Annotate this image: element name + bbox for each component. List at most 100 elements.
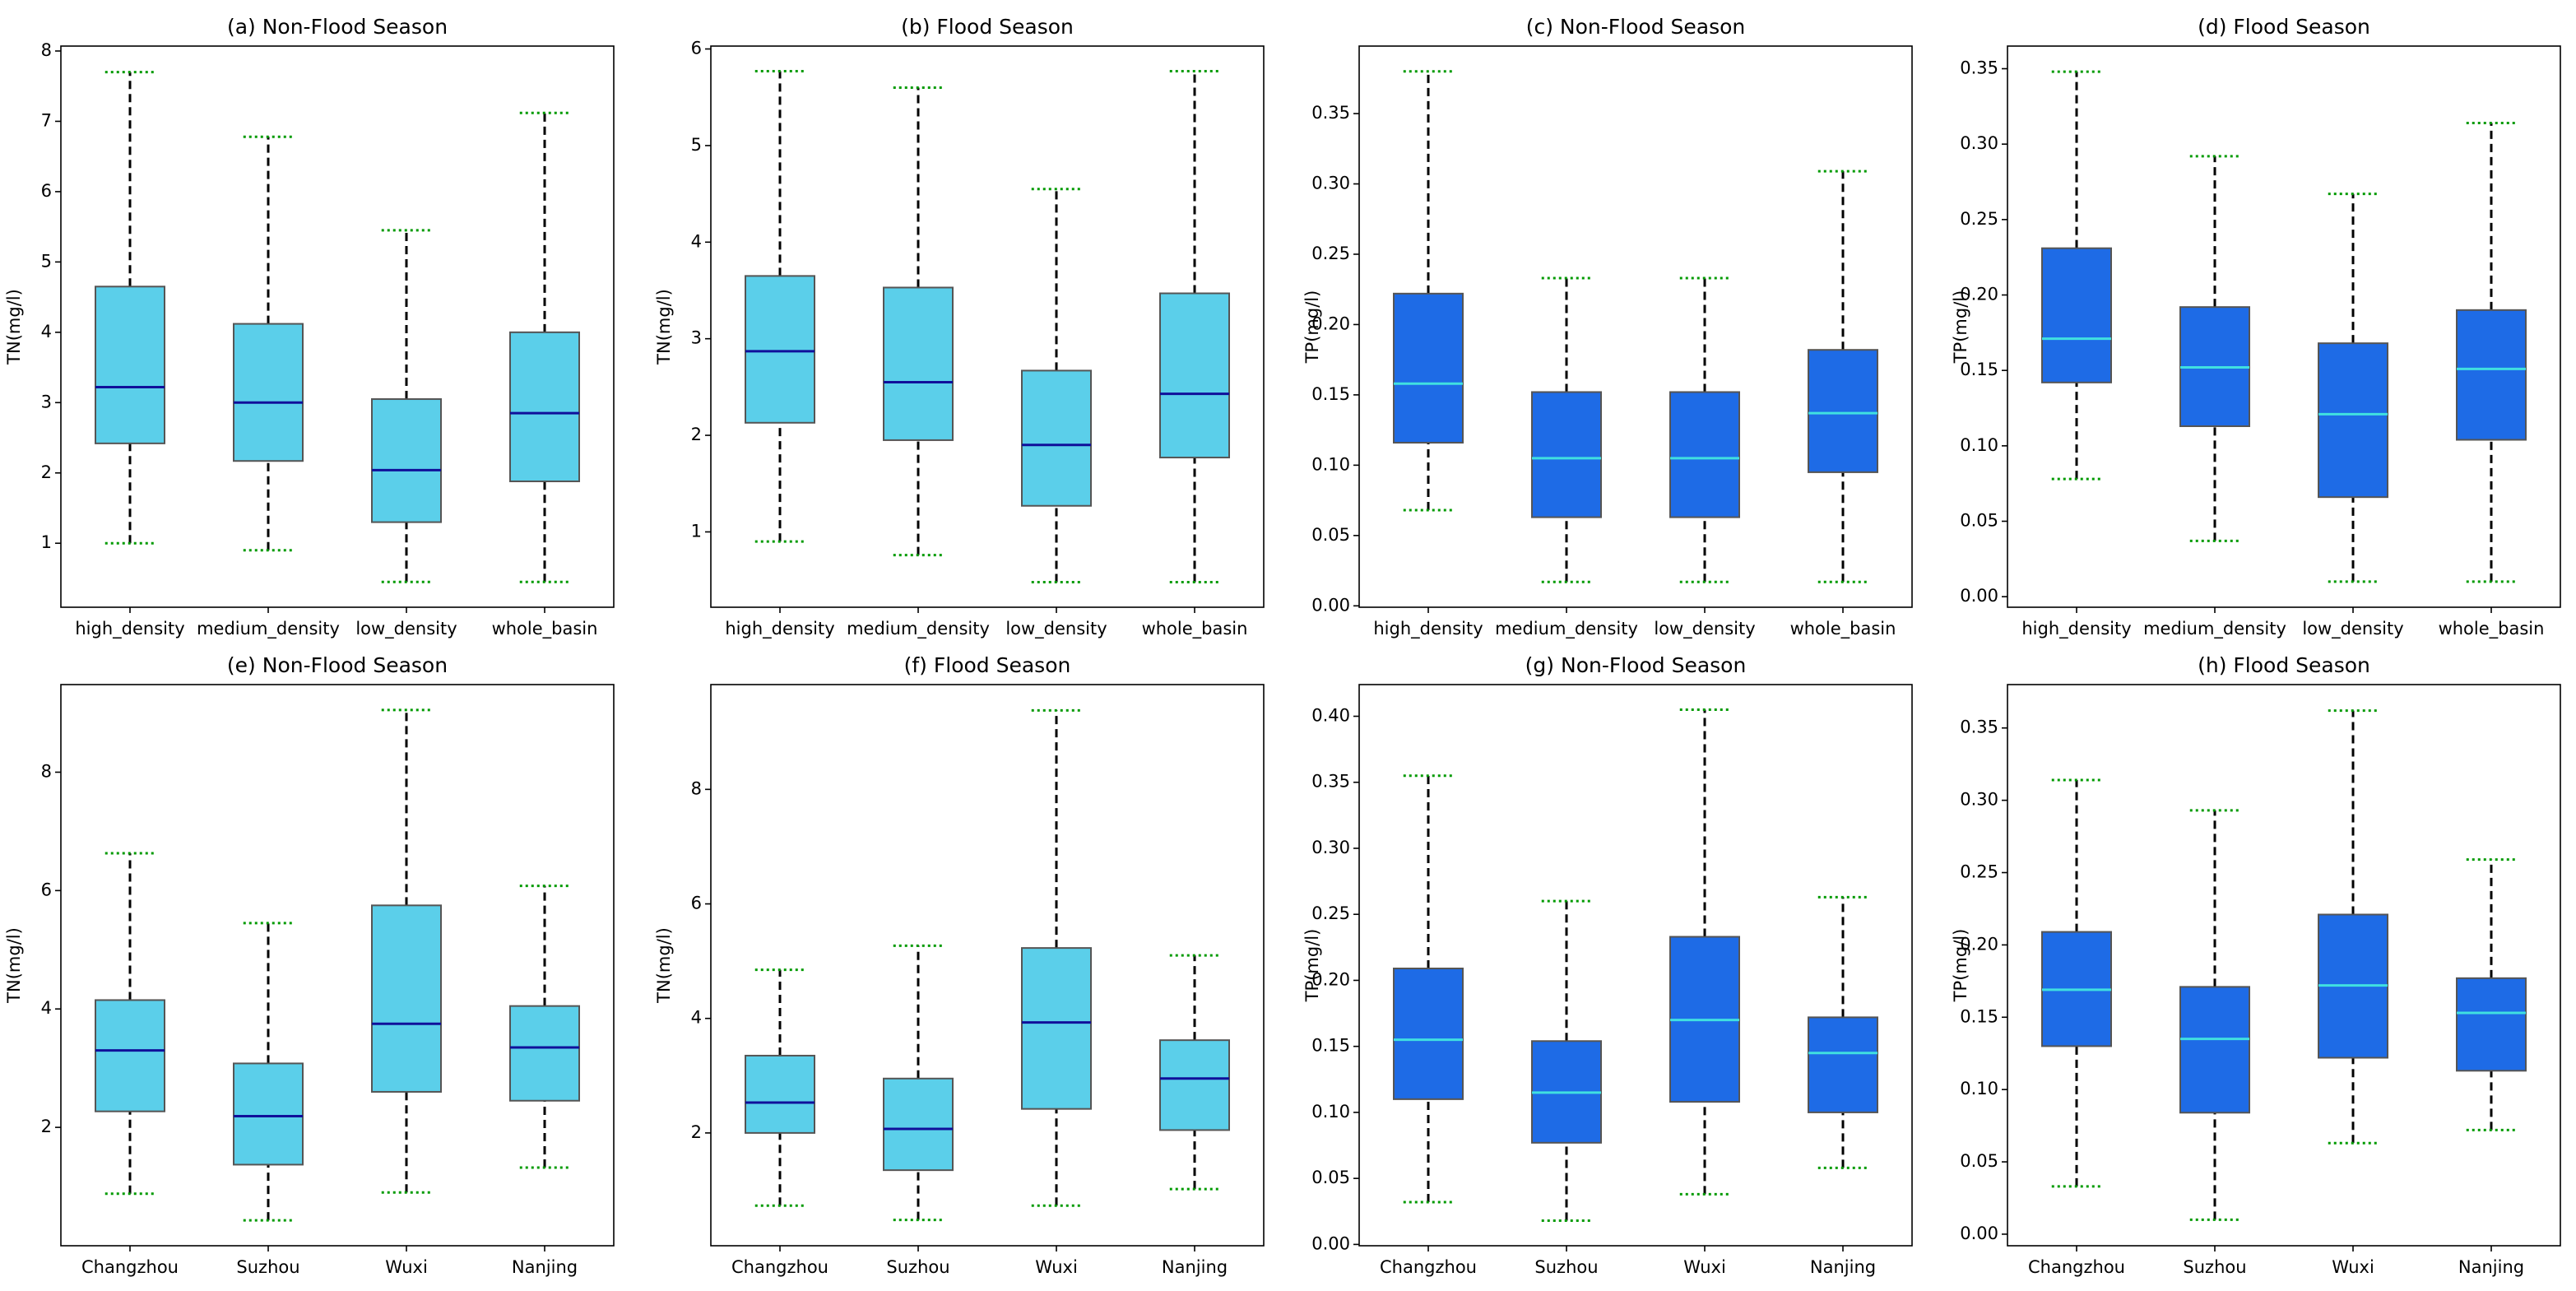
x-tick-label: whole_basin xyxy=(492,619,598,639)
x-tick-label: low_density xyxy=(1654,619,1755,639)
y-tick-label: 2 xyxy=(41,1117,52,1136)
box xyxy=(745,275,815,424)
box xyxy=(2456,977,2527,1072)
panel: (h) Flood Season TP(mg/l) 0.00 0.05 0.10 0.15… xyxy=(1951,653,2561,1277)
x-tick-label: Changzhou xyxy=(81,1257,179,1277)
y-tick-label: 0.15 xyxy=(1960,360,1998,379)
y-tick-label: 0.30 xyxy=(1960,790,1998,810)
y-axis-label: TN(mg/l) xyxy=(654,289,674,365)
y-tick-label: 0.40 xyxy=(1311,706,1350,726)
y-tick-label: 5 xyxy=(41,251,52,271)
y-tick-label: 0.00 xyxy=(1311,595,1350,615)
axes-frame xyxy=(1358,45,1913,608)
y-axis-label: TN(mg/l) xyxy=(4,289,24,365)
y-tick-label: 0.20 xyxy=(1960,934,1998,954)
box xyxy=(1159,292,1230,459)
box xyxy=(1669,391,1740,518)
y-tick-label: 0.10 xyxy=(1311,454,1350,474)
y-axis-label: TP(mg/l) xyxy=(1951,929,1970,1003)
y-tick-label: 0.00 xyxy=(1960,1224,1998,1243)
x-tick-label: Wuxi xyxy=(1035,1257,1078,1277)
y-tick-label: 3 xyxy=(691,328,702,348)
panel-title: (e) Non-Flood Season xyxy=(227,653,448,677)
y-tick-label: 4 xyxy=(691,1008,702,1028)
axes-frame xyxy=(60,45,615,608)
y-tick-label: 0.35 xyxy=(1960,717,1998,737)
panel-title: (c) Non-Flood Season xyxy=(1526,15,1746,39)
x-tick-label: Suzhou xyxy=(1534,1257,1598,1277)
panel: (d) Flood Season TP(mg/l) 0.00 0.05 0.10 0.15… xyxy=(1951,15,2561,639)
y-tick-label: 0.15 xyxy=(1311,384,1350,404)
y-axis-label: TP(mg/l) xyxy=(1302,290,1322,365)
y-tick-label: 6 xyxy=(41,181,52,201)
x-tick-label: whole_basin xyxy=(1790,619,1896,639)
y-axis-label: TP(mg/l) xyxy=(1302,929,1322,1003)
axes-frame xyxy=(710,684,1265,1247)
box xyxy=(509,331,580,483)
box xyxy=(2318,342,2388,499)
y-tick-label: 0.30 xyxy=(1311,838,1350,857)
panel: (c) Non-Flood Season TP(mg/l) 0.00 0.05 0.10… xyxy=(1302,15,1913,639)
y-tick-label: 0.25 xyxy=(1960,209,1998,229)
y-tick-label: 4 xyxy=(691,231,702,251)
axes-frame xyxy=(2007,45,2561,608)
y-tick-label: 6 xyxy=(691,894,702,913)
box xyxy=(1159,1039,1230,1131)
box xyxy=(2456,309,2527,441)
box xyxy=(371,904,442,1093)
x-tick-label: Suzhou xyxy=(236,1257,299,1277)
y-tick-label: 5 xyxy=(691,135,702,155)
x-tick-label: Nanjing xyxy=(1810,1257,1876,1277)
box xyxy=(2179,986,2250,1114)
x-tick-label: Wuxi xyxy=(1683,1257,1726,1277)
y-tick-label: 8 xyxy=(41,761,52,781)
y-tick-label: 6 xyxy=(41,880,52,899)
panel: (b) Flood Season TN(mg/l) 1 2 3 4 5 6 high_densi… xyxy=(654,15,1265,639)
box xyxy=(1393,292,1464,444)
x-tick-label: medium_density xyxy=(1495,619,1638,639)
panel-title: (f) Flood Season xyxy=(904,653,1071,677)
box xyxy=(1021,369,1092,507)
y-tick-label: 7 xyxy=(41,110,52,130)
axes-frame xyxy=(1358,684,1913,1247)
y-tick-label: 0.30 xyxy=(1960,133,1998,153)
axes-frame xyxy=(60,684,615,1247)
y-tick-label: 0.25 xyxy=(1960,862,1998,882)
x-tick-label: Nanjing xyxy=(2458,1257,2524,1277)
box xyxy=(371,398,442,523)
panel-title: (h) Flood Season xyxy=(2198,653,2370,677)
box xyxy=(95,999,165,1112)
y-tick-label: 0.10 xyxy=(1311,1102,1350,1121)
box xyxy=(95,286,165,444)
x-tick-label: Wuxi xyxy=(385,1257,428,1277)
x-tick-label: whole_basin xyxy=(2439,619,2545,639)
y-tick-label: 6 xyxy=(691,39,702,58)
x-tick-label: medium_density xyxy=(197,619,340,639)
x-tick-label: Suzhou xyxy=(886,1257,949,1277)
panel-title: (a) Non-Flood Season xyxy=(227,15,448,39)
y-tick-label: 0.05 xyxy=(1311,525,1350,545)
box xyxy=(2041,247,2112,383)
panel: (a) Non-Flood Season TN(mg/l) 1 2 3 4 5 6 7 8 high… xyxy=(4,15,615,639)
box xyxy=(883,1077,954,1172)
x-tick-label: high_density xyxy=(75,619,184,639)
y-tick-label: 1 xyxy=(691,521,702,541)
y-tick-label: 0.20 xyxy=(1311,313,1350,333)
box xyxy=(233,1062,304,1166)
y-tick-label: 0.00 xyxy=(1960,586,1998,606)
panel-title: (d) Flood Season xyxy=(2198,15,2370,39)
x-tick-label: Nanjing xyxy=(1162,1257,1228,1277)
y-tick-label: 2 xyxy=(691,1122,702,1142)
x-tick-label: Changzhou xyxy=(731,1257,828,1277)
y-tick-label: 4 xyxy=(41,322,52,341)
x-tick-label: medium_density xyxy=(2143,619,2286,639)
box xyxy=(1531,391,1602,518)
panel: (e) Non-Flood Season TN(mg/l) 2 4 6 8 Changzho… xyxy=(4,653,615,1277)
y-tick-label: 8 xyxy=(691,778,702,798)
x-tick-label: high_density xyxy=(2021,619,2131,639)
x-tick-label: medium_density xyxy=(847,619,990,639)
x-tick-label: Wuxi xyxy=(2332,1257,2374,1277)
y-tick-label: 0.05 xyxy=(1960,511,1998,531)
y-tick-label: 0.10 xyxy=(1960,435,1998,455)
